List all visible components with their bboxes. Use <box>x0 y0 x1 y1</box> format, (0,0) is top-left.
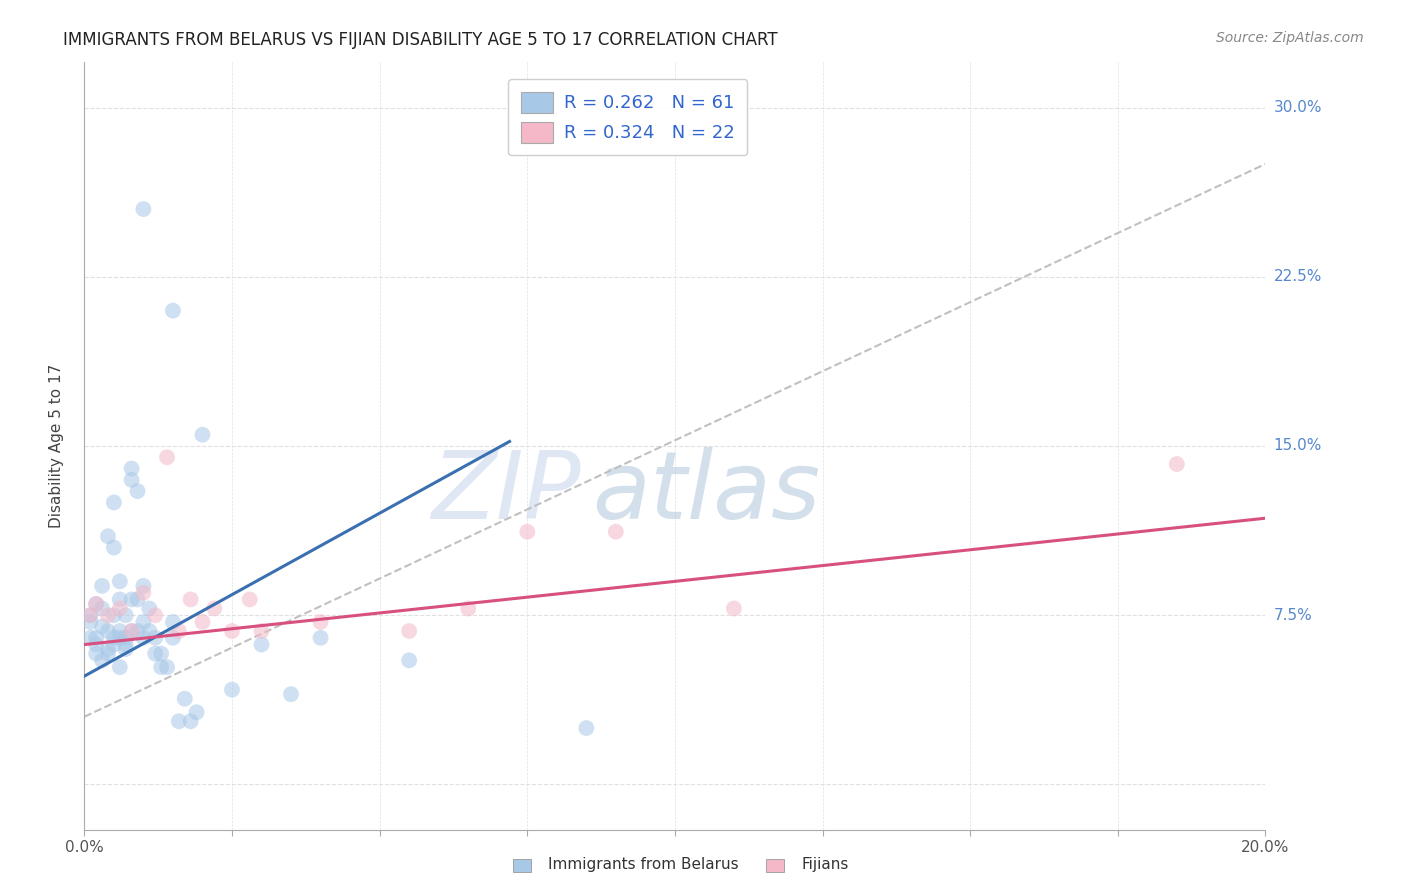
Point <box>138 601 160 615</box>
Point <box>162 303 184 318</box>
Bar <box>766 859 785 872</box>
Text: 30.0%: 30.0% <box>1274 100 1322 115</box>
Point <box>97 642 120 657</box>
Point <box>162 615 184 629</box>
Point <box>143 647 166 661</box>
Point <box>114 638 136 652</box>
Point <box>167 714 190 729</box>
Legend: R = 0.262   N = 61, R = 0.324   N = 22: R = 0.262 N = 61, R = 0.324 N = 22 <box>508 79 748 155</box>
Point <box>156 660 179 674</box>
Point <box>605 524 627 539</box>
Point <box>132 202 155 216</box>
Text: 15.0%: 15.0% <box>1274 439 1322 453</box>
Point <box>91 619 114 633</box>
Point <box>180 714 202 729</box>
Point <box>191 615 214 629</box>
Point <box>127 592 149 607</box>
Point <box>103 495 125 509</box>
Point <box>516 524 538 539</box>
Point <box>108 574 131 589</box>
Point <box>84 631 107 645</box>
Point <box>398 624 420 638</box>
Text: Immigrants from Belarus: Immigrants from Belarus <box>548 857 740 871</box>
Point <box>114 608 136 623</box>
Point <box>121 473 143 487</box>
Point <box>723 601 745 615</box>
Point <box>79 608 101 623</box>
Point <box>143 631 166 645</box>
Point <box>84 647 107 661</box>
Point <box>221 624 243 638</box>
Point <box>156 450 179 465</box>
Point <box>150 647 173 661</box>
Point <box>84 638 107 652</box>
Point <box>127 624 149 638</box>
Point <box>108 624 131 638</box>
Point <box>132 615 155 629</box>
Point <box>108 592 131 607</box>
Point <box>103 541 125 555</box>
Point <box>103 631 125 645</box>
Point <box>79 615 101 629</box>
Text: Source: ZipAtlas.com: Source: ZipAtlas.com <box>1216 31 1364 45</box>
Point <box>127 484 149 499</box>
Point <box>97 647 120 661</box>
Point <box>398 653 420 667</box>
Point <box>173 691 195 706</box>
Point <box>239 592 262 607</box>
Text: 22.5%: 22.5% <box>1274 269 1322 285</box>
Point <box>132 631 155 645</box>
Point <box>114 631 136 645</box>
Point <box>221 682 243 697</box>
Point <box>309 615 332 629</box>
Point <box>167 624 190 638</box>
Point <box>97 529 120 543</box>
Point <box>91 579 114 593</box>
Text: Fijians: Fijians <box>801 857 849 871</box>
Point <box>91 601 114 615</box>
Point <box>108 601 131 615</box>
Point <box>180 592 202 607</box>
Y-axis label: Disability Age 5 to 17: Disability Age 5 to 17 <box>49 364 63 528</box>
Point <box>575 721 598 735</box>
Point <box>121 461 143 475</box>
Point <box>84 597 107 611</box>
Point <box>138 624 160 638</box>
Text: ZIP: ZIP <box>430 447 581 538</box>
Point <box>121 592 143 607</box>
Point <box>191 427 214 442</box>
Point <box>79 608 101 623</box>
Point <box>108 660 131 674</box>
Point <box>309 631 332 645</box>
Point <box>150 660 173 674</box>
Point <box>108 631 131 645</box>
Point <box>103 608 125 623</box>
Point <box>103 638 125 652</box>
Point <box>202 601 225 615</box>
Point <box>121 624 143 638</box>
Point <box>186 705 208 719</box>
Point <box>114 642 136 657</box>
Point <box>250 624 273 638</box>
Point <box>132 579 155 593</box>
Point <box>91 653 114 667</box>
Text: atlas: atlas <box>592 447 821 538</box>
Point <box>162 631 184 645</box>
Point <box>143 608 166 623</box>
Point <box>97 608 120 623</box>
Point <box>121 624 143 638</box>
Point <box>84 597 107 611</box>
Point <box>280 687 302 701</box>
Point <box>457 601 479 615</box>
Text: IMMIGRANTS FROM BELARUS VS FIJIAN DISABILITY AGE 5 TO 17 CORRELATION CHART: IMMIGRANTS FROM BELARUS VS FIJIAN DISABI… <box>63 31 778 49</box>
Text: 7.5%: 7.5% <box>1274 607 1312 623</box>
Point <box>250 638 273 652</box>
Point <box>132 585 155 599</box>
Point <box>79 631 101 645</box>
Point <box>1166 457 1188 471</box>
Bar <box>513 859 531 872</box>
Point <box>97 624 120 638</box>
